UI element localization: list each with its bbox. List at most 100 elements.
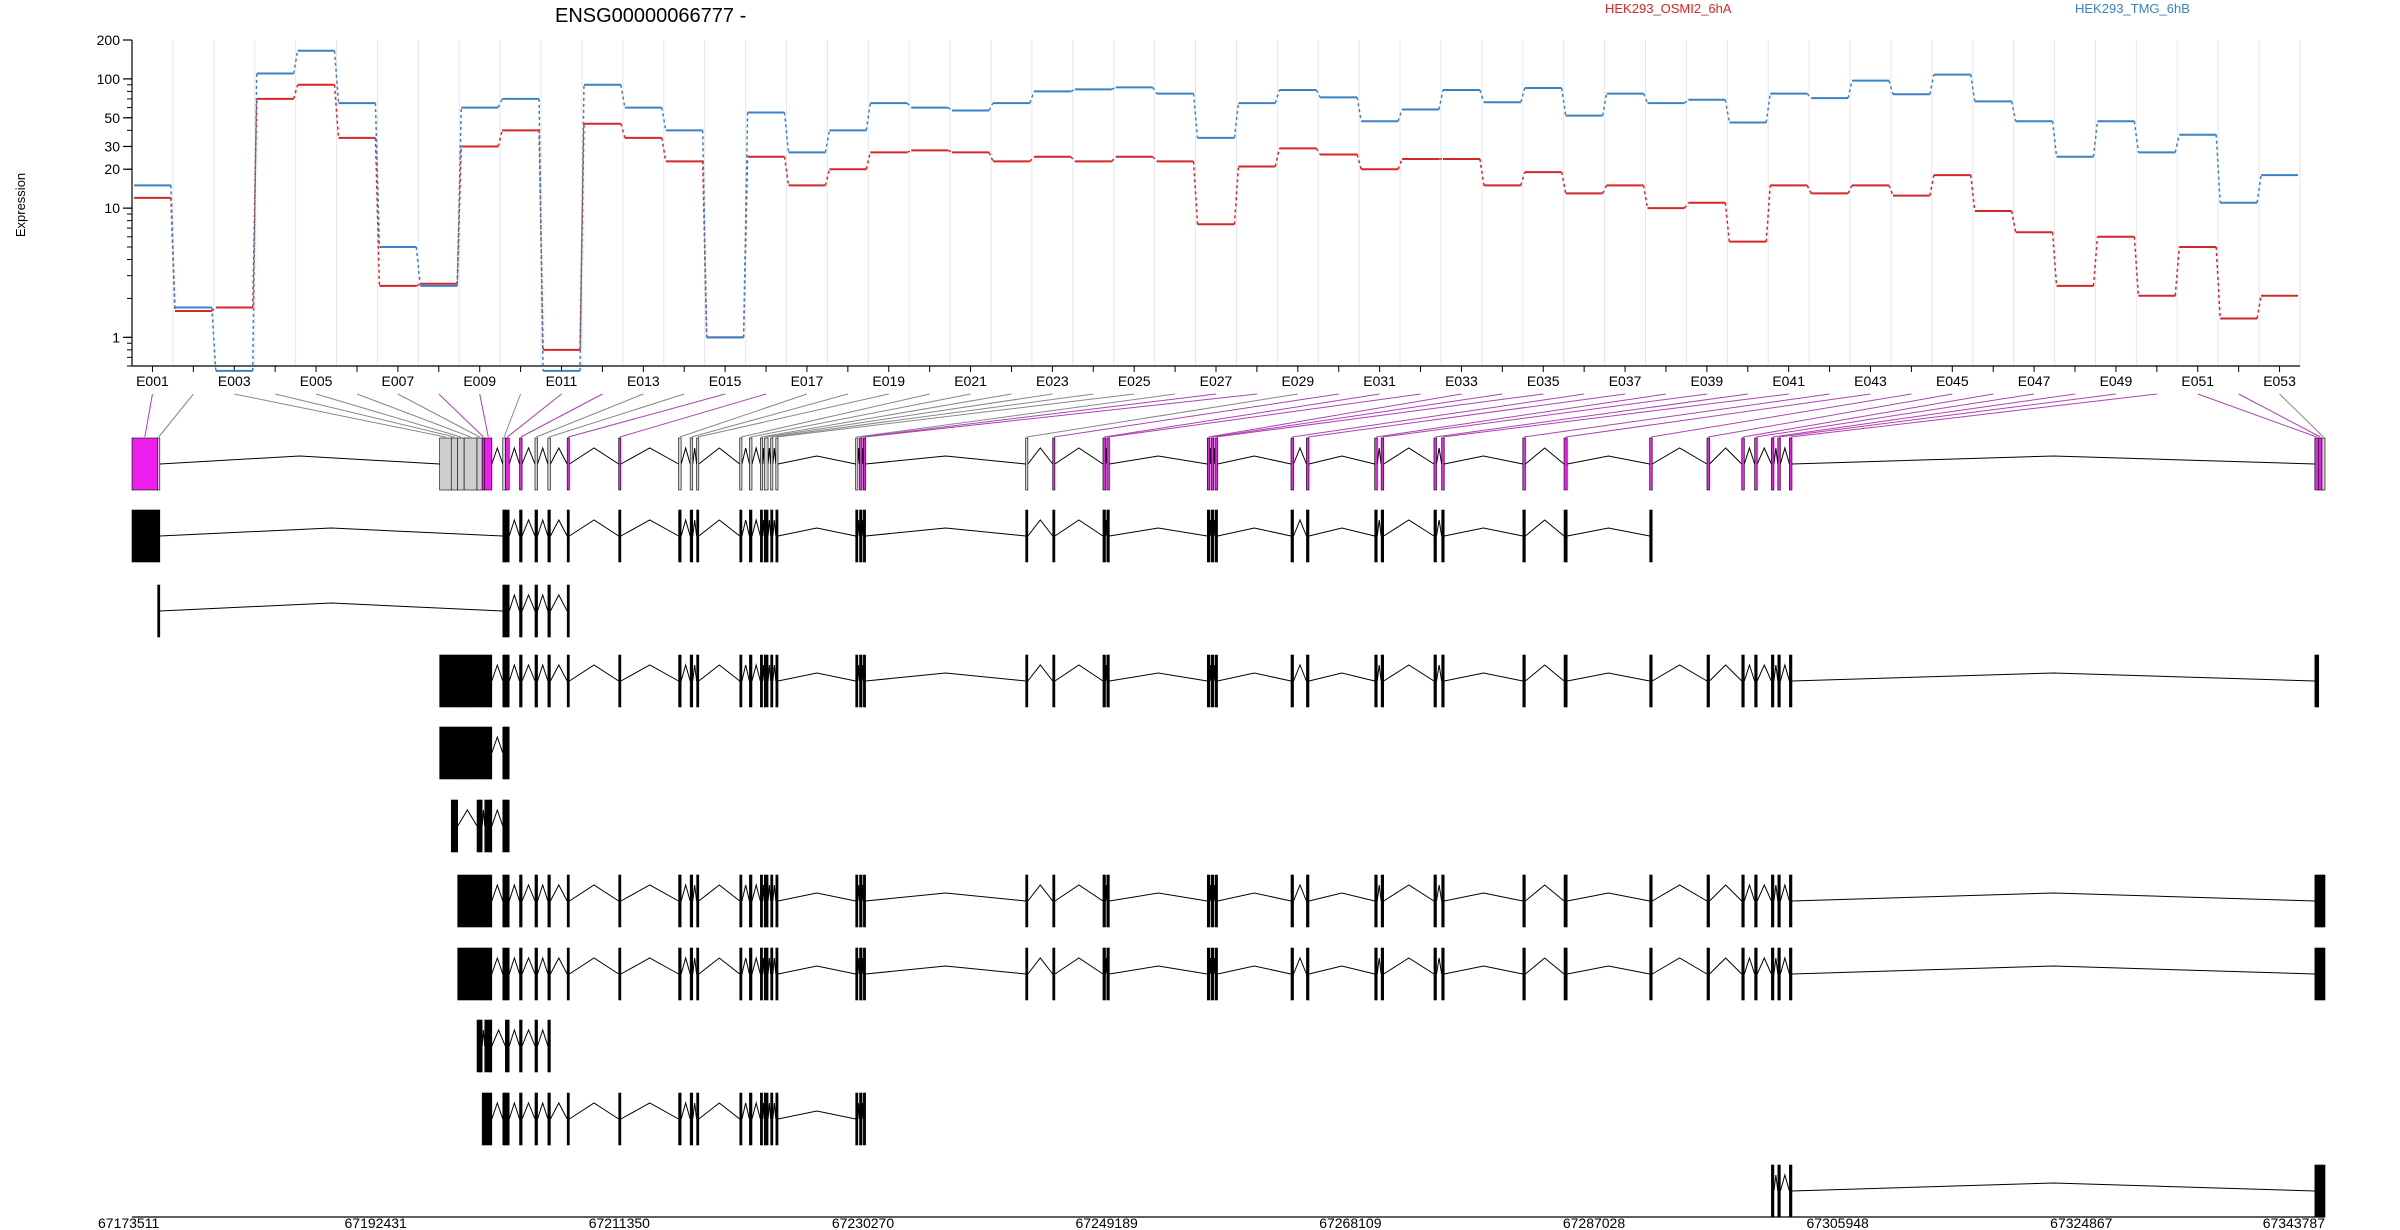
series-transition bbox=[1356, 97, 1362, 122]
transcript-9 bbox=[481, 1092, 866, 1146]
exon-connector bbox=[1779, 393, 2116, 438]
exon-connector bbox=[2279, 393, 2324, 438]
transcript-2 bbox=[157, 584, 570, 638]
intron bbox=[508, 446, 520, 465]
intron bbox=[1567, 527, 1650, 537]
exon bbox=[450, 654, 458, 708]
transcript-5 bbox=[450, 799, 510, 853]
exon bbox=[1433, 654, 1437, 708]
y-tick-label: 10 bbox=[104, 200, 120, 216]
series-transition bbox=[1479, 158, 1485, 186]
intron bbox=[698, 957, 741, 975]
exon bbox=[1290, 947, 1294, 1001]
intron bbox=[1308, 672, 1375, 682]
exon bbox=[1206, 654, 1211, 708]
series-transition bbox=[1888, 185, 1894, 196]
series-transition bbox=[2051, 232, 2058, 286]
intron bbox=[1308, 455, 1375, 465]
intron bbox=[549, 883, 568, 902]
intron bbox=[1376, 884, 1382, 902]
exon-connector bbox=[1790, 393, 2157, 438]
intron bbox=[508, 593, 520, 612]
exon bbox=[1563, 509, 1568, 563]
intron bbox=[1109, 527, 1208, 537]
intron bbox=[1436, 664, 1443, 682]
series-transition bbox=[1274, 89, 1281, 104]
series-transition bbox=[2092, 236, 2099, 286]
exon bbox=[463, 947, 478, 1001]
exon bbox=[859, 654, 863, 708]
exon bbox=[157, 509, 161, 563]
exon bbox=[1380, 874, 1385, 928]
exon bbox=[2318, 1164, 2323, 1218]
y-tick-label: 30 bbox=[104, 138, 120, 154]
intron bbox=[1743, 446, 1756, 465]
exon bbox=[689, 947, 694, 1001]
intron bbox=[521, 1028, 536, 1047]
exon bbox=[739, 437, 743, 491]
exon bbox=[519, 947, 523, 1001]
exon bbox=[749, 874, 753, 928]
intron bbox=[1383, 957, 1435, 975]
series-transition bbox=[333, 50, 340, 104]
exon bbox=[749, 437, 753, 491]
exon bbox=[760, 654, 763, 708]
intron bbox=[751, 1101, 761, 1120]
exon-connector bbox=[1216, 393, 1544, 438]
exon bbox=[450, 726, 458, 780]
exon-connector bbox=[1742, 393, 1994, 438]
exon bbox=[1106, 509, 1110, 563]
exon bbox=[678, 509, 682, 563]
intron bbox=[1293, 663, 1307, 682]
intron bbox=[1756, 446, 1772, 465]
exon bbox=[855, 1092, 859, 1146]
intron bbox=[1779, 956, 1790, 975]
intron bbox=[491, 446, 504, 465]
exon bbox=[760, 874, 763, 928]
exon bbox=[770, 509, 774, 563]
exon-connector bbox=[766, 393, 1053, 438]
intron bbox=[1054, 957, 1104, 975]
exon bbox=[547, 1019, 551, 1073]
exon bbox=[1563, 947, 1568, 1001]
exon bbox=[519, 654, 523, 708]
intron bbox=[620, 447, 679, 465]
intron bbox=[620, 519, 679, 537]
intron bbox=[1217, 892, 1292, 902]
intron bbox=[777, 965, 856, 975]
exon bbox=[1522, 947, 1526, 1001]
exon-connector bbox=[1212, 393, 1503, 438]
exon bbox=[481, 726, 486, 780]
exon bbox=[696, 654, 700, 708]
exon bbox=[1771, 1164, 1775, 1218]
intron bbox=[508, 956, 520, 975]
series-transition bbox=[1315, 89, 1321, 98]
exon bbox=[1522, 874, 1526, 928]
series-transition bbox=[2256, 295, 2262, 319]
exon-connector bbox=[503, 393, 522, 438]
exon bbox=[696, 509, 700, 563]
intron bbox=[508, 663, 520, 682]
intron bbox=[767, 447, 772, 465]
intron bbox=[680, 1101, 691, 1120]
exon bbox=[1649, 654, 1653, 708]
intron bbox=[1791, 1182, 2315, 1192]
intron bbox=[537, 593, 549, 612]
exon bbox=[1754, 947, 1758, 1001]
intron bbox=[1651, 447, 1708, 465]
exon bbox=[505, 1019, 510, 1073]
series-transition bbox=[211, 307, 217, 371]
intron bbox=[1109, 672, 1208, 682]
exon-connector bbox=[1442, 393, 1789, 438]
series-transition bbox=[1070, 156, 1076, 162]
exon bbox=[519, 1019, 523, 1073]
x-tick-label: E007 bbox=[382, 373, 415, 389]
exon bbox=[502, 654, 506, 708]
intron bbox=[772, 884, 777, 902]
x-tick-label: E033 bbox=[1445, 373, 1478, 389]
intron bbox=[772, 1102, 777, 1120]
transcript-10 bbox=[1771, 1164, 2326, 1218]
intron bbox=[680, 518, 691, 537]
series-transition bbox=[865, 102, 872, 131]
chart-title: ENSG00000066777 - bbox=[555, 5, 746, 27]
